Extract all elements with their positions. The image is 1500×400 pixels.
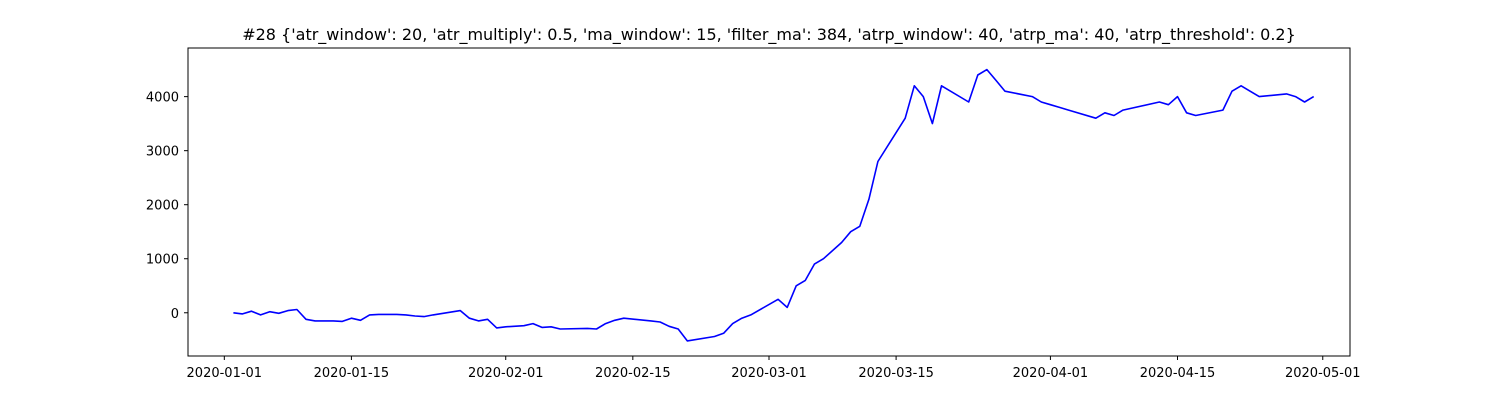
x-tick-label: 2020-05-01 bbox=[1285, 366, 1361, 381]
chart-title: #28 {'atr_window': 20, 'atr_multiply': 0… bbox=[242, 25, 1296, 45]
x-tick-label: 2020-04-01 bbox=[1013, 366, 1089, 381]
x-tick-label: 2020-01-15 bbox=[314, 366, 390, 381]
y-tick-label: 4000 bbox=[146, 91, 179, 106]
y-tick-label: 3000 bbox=[146, 145, 179, 160]
x-tick-label: 2020-01-01 bbox=[187, 366, 263, 381]
x-tick-label: 2020-02-15 bbox=[595, 366, 671, 381]
y-tick-label: 1000 bbox=[146, 253, 179, 268]
y-axis: 0 1000 2000 3000 4000 bbox=[146, 91, 188, 322]
x-axis: 2020-01-01 2020-01-15 2020-02-01 2020-02-15… bbox=[187, 356, 1361, 381]
series-line-0 bbox=[233, 68, 1315, 342]
x-tick-label: 2020-03-15 bbox=[858, 366, 934, 381]
plot-area-frame bbox=[187, 47, 1351, 357]
x-tick-label: 2020-03-01 bbox=[731, 366, 807, 381]
x-tick-label: 2020-02-01 bbox=[468, 366, 544, 381]
series-layer bbox=[233, 68, 1315, 342]
y-tick-label: 0 bbox=[171, 307, 179, 322]
x-tick-label: 2020-04-15 bbox=[1140, 366, 1216, 381]
y-tick-label: 2000 bbox=[146, 199, 179, 214]
